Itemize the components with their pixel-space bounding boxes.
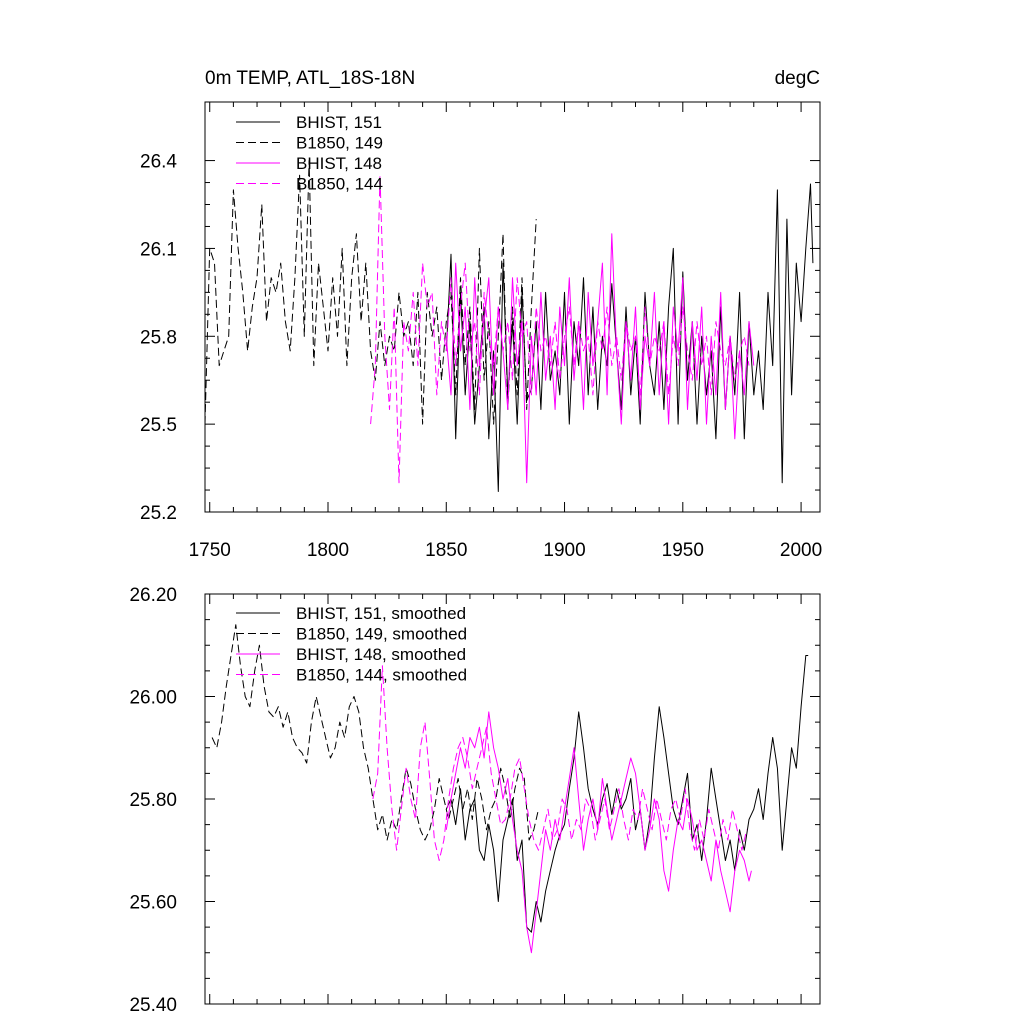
legend-label: BHIST, 148 <box>296 154 382 173</box>
legend-label: BHIST, 148, smoothed <box>296 645 466 664</box>
y-tick-label: 25.5 <box>140 415 177 436</box>
y-tick-label: 25.80 <box>129 790 177 811</box>
units-label: degC <box>775 68 820 89</box>
y-tick-label: 26.1 <box>140 239 177 260</box>
series-line <box>372 665 748 861</box>
y-tick-label: 26.4 <box>140 152 177 173</box>
legend-label: B1850, 149 <box>296 134 383 153</box>
series-line <box>445 655 809 933</box>
series-line <box>211 624 539 841</box>
y-tick-label: 25.8 <box>140 327 177 348</box>
bottom-panel: 25.40 25.60 25.80 26.00 26.20 BHIST, 151, sm… <box>129 585 821 1016</box>
legend-label: B1850, 144, smoothed <box>296 666 467 685</box>
y-tick-label: 26.00 <box>129 688 177 709</box>
x-tick-label: 1900 <box>543 540 585 561</box>
y-tick-label: 26.20 <box>129 585 177 606</box>
x-tick-label: 1750 <box>189 540 231 561</box>
series-line <box>445 711 752 954</box>
y-tick-label: 25.2 <box>140 503 177 524</box>
legend-label: BHIST, 151 <box>296 113 382 132</box>
legend-label: BHIST, 151, smoothed <box>296 604 466 623</box>
top-panel: 0m TEMP, ATL_18S-18N degC 1750 1800 1850 19… <box>140 68 822 561</box>
series-line <box>370 174 750 484</box>
x-tick-label: 2000 <box>780 540 822 561</box>
legend-label: B1850, 149, smoothed <box>296 625 467 644</box>
y-tick-label: 25.60 <box>129 893 177 914</box>
legend-label: B1850, 144 <box>296 175 383 194</box>
series-line <box>204 160 537 425</box>
x-tick-label: 1800 <box>307 540 349 561</box>
plot-frame-top <box>204 101 821 513</box>
x-tick-label: 1850 <box>425 540 467 561</box>
x-tick-label: 1950 <box>662 540 704 561</box>
chart-title: 0m TEMP, ATL_18S-18N <box>205 68 415 89</box>
y-tick-label: 25.40 <box>129 995 177 1016</box>
